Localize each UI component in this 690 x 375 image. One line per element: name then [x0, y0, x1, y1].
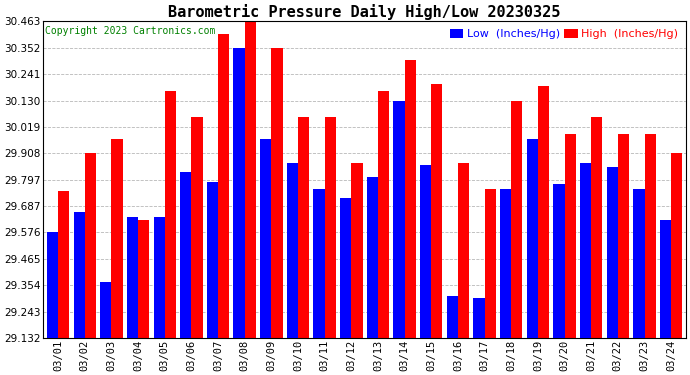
Bar [393, 100, 404, 338]
Bar [564, 134, 575, 338]
Bar [287, 162, 298, 338]
Bar [233, 48, 245, 338]
Bar [446, 296, 458, 338]
Bar [74, 213, 85, 338]
Bar [260, 139, 271, 338]
Bar [591, 117, 602, 338]
Bar [58, 191, 69, 338]
Bar [580, 162, 591, 338]
Bar [526, 139, 538, 338]
Bar [85, 153, 96, 338]
Bar [644, 134, 656, 338]
Bar [618, 134, 629, 338]
Bar [245, 22, 256, 338]
Bar [340, 198, 351, 338]
Bar [218, 34, 229, 338]
Bar [313, 189, 325, 338]
Bar [607, 167, 618, 338]
Bar [111, 139, 123, 338]
Legend: Low  (Inches/Hg), High  (Inches/Hg): Low (Inches/Hg), High (Inches/Hg) [448, 27, 680, 42]
Bar [138, 220, 149, 338]
Bar [47, 231, 58, 338]
Bar [671, 153, 682, 338]
Bar [154, 217, 165, 338]
Bar [100, 282, 111, 338]
Bar [458, 162, 469, 338]
Bar [538, 86, 549, 338]
Bar [511, 100, 522, 338]
Bar [484, 189, 496, 338]
Bar [207, 182, 218, 338]
Text: Copyright 2023 Cartronics.com: Copyright 2023 Cartronics.com [45, 26, 215, 36]
Bar [660, 220, 671, 338]
Bar [431, 84, 442, 338]
Bar [420, 165, 431, 338]
Bar [473, 298, 484, 338]
Bar [351, 162, 362, 338]
Bar [325, 117, 336, 338]
Bar [500, 189, 511, 338]
Title: Barometric Pressure Daily High/Low 20230325: Barometric Pressure Daily High/Low 20230… [168, 4, 561, 20]
Bar [127, 217, 138, 338]
Bar [553, 184, 564, 338]
Bar [298, 117, 309, 338]
Bar [378, 91, 389, 338]
Bar [633, 189, 644, 338]
Bar [191, 117, 203, 338]
Bar [367, 177, 378, 338]
Bar [404, 60, 416, 338]
Bar [180, 172, 191, 338]
Bar [165, 91, 176, 338]
Bar [271, 48, 282, 338]
